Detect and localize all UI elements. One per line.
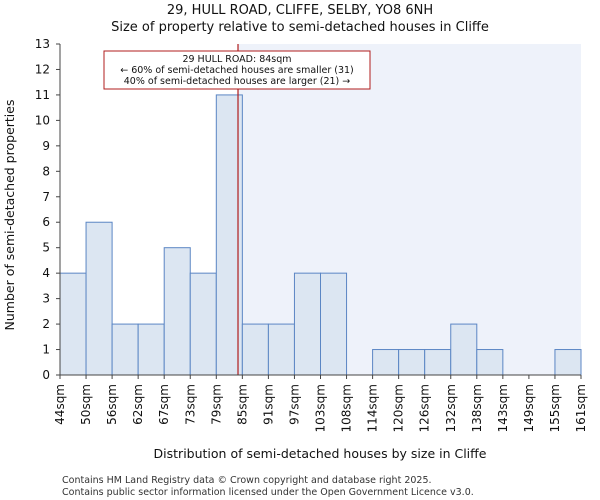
bar-85sqm bbox=[241, 323, 269, 376]
x-tick-label: 103sqm bbox=[314, 384, 328, 432]
bar-50sqm bbox=[85, 221, 113, 376]
bar-44sqm bbox=[59, 272, 87, 376]
x-tick-label: 56sqm bbox=[105, 384, 119, 425]
annotation-line-3: 40% of semi-detached houses are larger (… bbox=[124, 76, 351, 87]
y-tick-label: 4 bbox=[42, 266, 50, 280]
chart-title: 29, HULL ROAD, CLIFFE, SELBY, YO8 6NH bbox=[167, 3, 433, 18]
x-tick-label: 91sqm bbox=[261, 384, 275, 425]
chart-subtitle: Size of property relative to semi-detach… bbox=[111, 20, 489, 35]
bar-62sqm bbox=[137, 323, 165, 376]
y-tick-label: 10 bbox=[35, 113, 50, 127]
y-tick-label: 12 bbox=[35, 62, 50, 76]
x-tick-label: 161sqm bbox=[574, 384, 588, 432]
x-tick-label: 138sqm bbox=[470, 384, 484, 432]
annotation-line-2: ← 60% of semi-detached houses are smalle… bbox=[120, 65, 354, 76]
annotation-line-1: 29 HULL ROAD: 84sqm bbox=[182, 54, 291, 65]
x-tick-label: 114sqm bbox=[366, 384, 380, 432]
bar-91sqm bbox=[267, 323, 295, 376]
y-tick-label: 5 bbox=[42, 241, 50, 255]
y-tick-label: 9 bbox=[42, 139, 50, 153]
y-tick-label: 1 bbox=[42, 343, 50, 357]
x-ticks-group: 44sqm 50sqm 56sqm 62sqm 67sqm 73sqm 79sqm 85sqm… bbox=[53, 375, 588, 432]
y-tick-label: 0 bbox=[42, 368, 50, 382]
y-tick-label: 6 bbox=[42, 215, 50, 229]
x-tick-label: 50sqm bbox=[79, 384, 93, 425]
x-axis-label: Distribution of semi-detached houses by … bbox=[154, 446, 487, 461]
annotation-border bbox=[103, 50, 371, 90]
annotation-box: 29 HULL ROAD: 84sqm ← 60% of semi-detach… bbox=[103, 50, 371, 90]
x-tick-label: 120sqm bbox=[392, 384, 406, 432]
y-tick-label: 13 bbox=[35, 37, 50, 51]
x-tick-label: 149sqm bbox=[522, 384, 536, 432]
footer-line-1: Contains HM Land Registry data © Crown c… bbox=[62, 475, 432, 486]
x-tick-label: 143sqm bbox=[496, 384, 510, 432]
bar-120sqm bbox=[398, 349, 426, 376]
x-tick-label: 132sqm bbox=[444, 384, 458, 432]
bar-126sqm bbox=[424, 349, 452, 376]
x-tick-label: 126sqm bbox=[418, 384, 432, 432]
x-tick-label: 108sqm bbox=[340, 384, 354, 432]
y-axis-label: Number of semi-detached properties bbox=[2, 100, 17, 331]
footer-line-2: Contains public sector information licen… bbox=[62, 487, 474, 498]
bar-103sqm bbox=[320, 272, 348, 376]
y-tick-label: 11 bbox=[35, 88, 50, 102]
x-tick-label: 62sqm bbox=[131, 384, 145, 425]
bar-56sqm bbox=[111, 323, 139, 376]
bar-155sqm bbox=[554, 349, 582, 376]
bar-67sqm bbox=[163, 247, 191, 376]
bar-73sqm bbox=[189, 272, 217, 376]
x-tick-label: 67sqm bbox=[157, 384, 171, 425]
x-tick-label: 85sqm bbox=[235, 384, 249, 425]
bar-132sqm bbox=[450, 323, 478, 376]
bar-138sqm bbox=[476, 349, 504, 376]
x-tick-label: 97sqm bbox=[287, 384, 301, 425]
y-tick-label: 7 bbox=[42, 190, 50, 204]
y-tick-label: 2 bbox=[42, 317, 50, 331]
x-tick-label: 79sqm bbox=[209, 384, 223, 425]
bars-group bbox=[59, 94, 582, 376]
x-tick-label: 155sqm bbox=[548, 384, 562, 432]
x-tick-label: 73sqm bbox=[183, 384, 197, 425]
bar-114sqm bbox=[372, 349, 400, 376]
y-tick-label: 8 bbox=[42, 164, 50, 178]
y-tick-label: 3 bbox=[42, 292, 50, 306]
bar-97sqm bbox=[293, 272, 322, 376]
x-tick-label: 44sqm bbox=[53, 384, 67, 425]
